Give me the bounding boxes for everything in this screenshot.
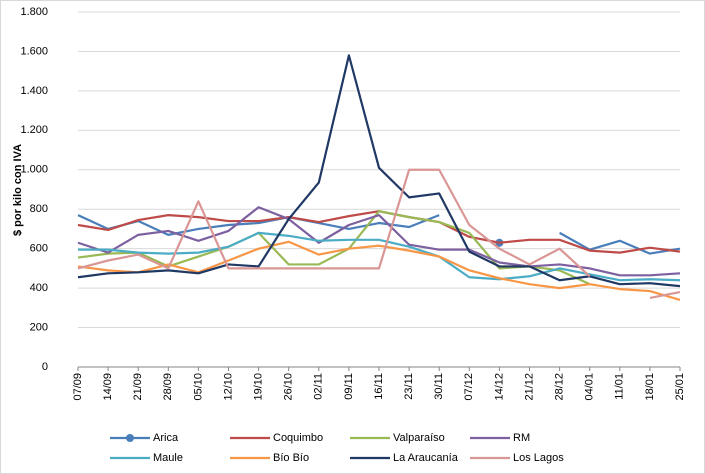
legend-label: Los Lagos <box>513 452 564 464</box>
x-tick-label: 21/09 <box>132 373 144 401</box>
x-tick-label: 04/01 <box>584 373 596 401</box>
y-tick-label: 1.400 <box>20 85 48 97</box>
y-tick-label: 1.600 <box>20 45 48 57</box>
legend-marker <box>126 434 134 442</box>
x-tick-label: 02/11 <box>313 373 325 400</box>
x-tick-label: 14/12 <box>493 373 505 401</box>
y-tick-label: 400 <box>30 282 48 294</box>
series-line <box>77 210 591 286</box>
legend-label: La Araucanía <box>393 452 459 464</box>
y-tick-label: 1.800 <box>20 6 48 18</box>
x-tick-label: 26/10 <box>283 373 295 401</box>
x-tick-label: 11/01 <box>614 373 626 400</box>
x-tick-label: 07/09 <box>72 373 84 401</box>
series-line <box>77 240 681 301</box>
y-tick-label: 0 <box>42 361 48 373</box>
y-tick-label: 800 <box>30 203 48 215</box>
legend-label: Arica <box>153 432 179 444</box>
y-tick-label: 1.200 <box>20 124 48 136</box>
series-line <box>78 231 681 282</box>
legend-label: Valparaíso <box>393 432 445 444</box>
series-line <box>77 168 681 300</box>
x-tick-label: 14/09 <box>102 373 114 401</box>
y-tick-label: 600 <box>30 243 48 255</box>
x-tick-label: 18/01 <box>644 373 656 401</box>
legend-label: Coquimbo <box>273 432 323 444</box>
x-tick-label: 23/11 <box>403 373 415 400</box>
x-tick-label: 05/10 <box>192 373 204 401</box>
series-line <box>77 54 681 288</box>
legend-label: Maule <box>153 452 183 464</box>
y-tick-label: 200 <box>30 321 48 333</box>
x-tick-label: 25/01 <box>674 373 686 401</box>
x-tick-label: 30/11 <box>433 373 445 400</box>
x-tick-label: 09/11 <box>343 373 355 400</box>
x-tick-label: 16/11 <box>373 373 385 400</box>
x-tick-label: 21/12 <box>523 373 535 401</box>
x-tick-label: 07/12 <box>463 373 475 401</box>
x-tick-label: 19/10 <box>253 373 265 401</box>
y-tick-label: 1.000 <box>20 164 48 176</box>
x-tick-label: 28/09 <box>162 373 174 401</box>
legend-label: Bío Bío <box>273 452 309 464</box>
y-axis-title: $ por kilo con IVA <box>12 144 24 236</box>
x-tick-label: 12/10 <box>222 373 234 401</box>
legend-label: RM <box>513 432 530 444</box>
x-tick-label: 28/12 <box>554 373 566 401</box>
